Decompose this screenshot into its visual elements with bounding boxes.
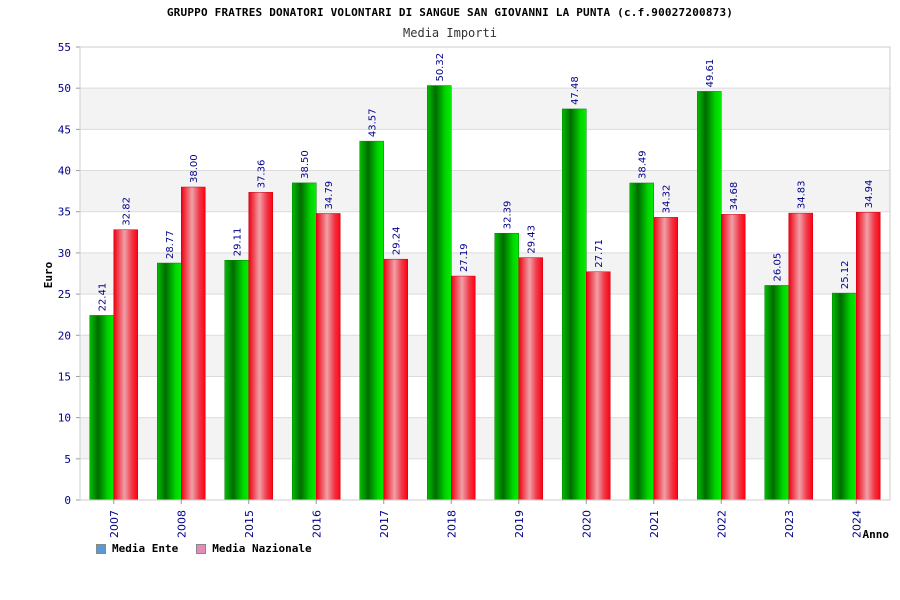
y-tick-label: 5 (64, 453, 71, 466)
value-label-media-ente: 50.32 (435, 53, 446, 82)
x-tick-label: 2008 (175, 510, 188, 538)
x-tick-label: 2007 (108, 510, 121, 538)
bar-media-ente (832, 292, 857, 501)
plot-frame (79, 46, 891, 501)
x-tick-label: 2019 (513, 510, 526, 538)
grid-band (80, 335, 890, 377)
value-label-media-ente: 29.11 (233, 228, 244, 257)
x-tick-label: 2020 (580, 510, 593, 538)
y-tick-label: 25 (58, 288, 71, 301)
bar-media-nazionale (248, 192, 273, 501)
bar-media-nazionale (451, 275, 476, 501)
legend-label-media-nazionale: Media Nazionale (212, 542, 312, 555)
grid-band (80, 458, 890, 500)
value-label-media-ente: 47.48 (570, 76, 581, 105)
bar-media-ente (427, 85, 452, 501)
bar-media-nazionale (721, 214, 746, 501)
bar-media-ente (359, 140, 384, 501)
bar-media-nazionale (383, 258, 408, 501)
value-label-media-ente: 43.57 (368, 109, 379, 138)
value-label-media-ente: 26.05 (773, 253, 784, 282)
x-tick-label: 2021 (648, 510, 661, 538)
grid-band (80, 47, 890, 89)
value-label-media-nazionale: 34.94 (864, 180, 875, 209)
x-tick-label: 2016 (310, 510, 323, 538)
value-label-media-ente: 38.49 (638, 150, 649, 179)
x-axis-label: Anno (863, 528, 890, 541)
legend-swatch-media-ente (96, 543, 106, 554)
legend-label-media-ente: Media Ente (112, 542, 179, 555)
x-tick-label: 2017 (378, 510, 391, 538)
legend-item-media-ente: Media Ente (96, 542, 178, 555)
chart-subtitle: Media Importi (403, 26, 497, 40)
bar-media-ente (494, 232, 519, 501)
value-label-media-ente: 49.61 (705, 59, 716, 88)
x-tick-label: 2024 (850, 510, 863, 538)
value-label-media-nazionale: 34.32 (662, 185, 673, 214)
y-tick-label: 55 (58, 41, 71, 54)
legend: Media Ente Media Nazionale (96, 542, 312, 555)
y-tick-label: 35 (58, 206, 71, 219)
y-tick-label: 10 (58, 412, 71, 425)
y-tick-label: 20 (58, 329, 71, 342)
bar-media-nazionale (586, 271, 611, 501)
legend-swatch-media-nazionale (196, 543, 207, 554)
value-label-media-ente: 38.50 (300, 150, 311, 179)
y-tick-label: 50 (58, 82, 71, 95)
value-label-media-ente: 28.77 (165, 230, 176, 259)
value-label-media-nazionale: 32.82 (122, 197, 133, 226)
bar-media-nazionale (518, 257, 543, 501)
bar-media-nazionale (113, 229, 138, 501)
value-label-media-nazionale: 29.43 (527, 225, 538, 254)
grid-band (80, 211, 890, 253)
bar-media-ente (697, 91, 722, 501)
value-label-media-nazionale: 34.68 (729, 182, 740, 211)
y-tick-label: 45 (58, 123, 71, 136)
value-label-media-nazionale: 27.71 (594, 239, 605, 268)
grid-band (80, 252, 890, 295)
y-tick-label: 40 (58, 165, 71, 178)
bar-media-nazionale (653, 217, 678, 501)
value-label-media-ente: 22.41 (98, 283, 109, 312)
value-label-media-ente: 25.12 (840, 260, 851, 289)
grid-band (80, 376, 890, 418)
value-label-media-nazionale: 27.19 (459, 243, 470, 272)
value-label-media-ente: 32.39 (503, 201, 514, 230)
bar-media-ente (562, 108, 587, 501)
x-tick-label: 2022 (715, 510, 728, 538)
y-tick-label: 15 (58, 370, 71, 383)
value-label-media-nazionale: 34.79 (324, 181, 335, 210)
bar-media-ente (89, 315, 114, 501)
bar-media-nazionale (316, 213, 341, 501)
x-tick-label: 2023 (783, 510, 796, 538)
x-tick-label: 2018 (445, 510, 458, 538)
y-tick-label: 30 (58, 247, 71, 260)
grid-band (80, 417, 890, 459)
value-label-media-nazionale: 37.36 (257, 160, 268, 189)
value-label-media-nazionale: 34.83 (797, 180, 808, 209)
legend-item-media-nazionale: Media Nazionale (196, 542, 312, 555)
bar-media-nazionale (856, 211, 881, 501)
bar-media-nazionale (788, 212, 813, 501)
bar-media-nazionale (181, 186, 206, 501)
grid-band (80, 88, 890, 130)
x-tick-label: 2015 (243, 510, 256, 538)
grid-band (80, 129, 890, 171)
bar-media-ente (224, 259, 249, 501)
bar-media-ente (157, 262, 182, 501)
value-label-media-nazionale: 38.00 (189, 154, 200, 183)
bar-media-ente (629, 182, 654, 501)
grid-band (80, 294, 890, 336)
grid-band (80, 170, 890, 212)
bar-media-ente (292, 182, 317, 501)
y-tick-label: 0 (64, 494, 71, 507)
chart-title: GRUPPO FRATRES DONATORI VOLONTARI DI SAN… (166, 6, 734, 19)
bar-media-ente (764, 285, 789, 501)
value-label-media-nazionale: 29.24 (392, 227, 403, 256)
y-axis-label: Euro (42, 261, 55, 288)
